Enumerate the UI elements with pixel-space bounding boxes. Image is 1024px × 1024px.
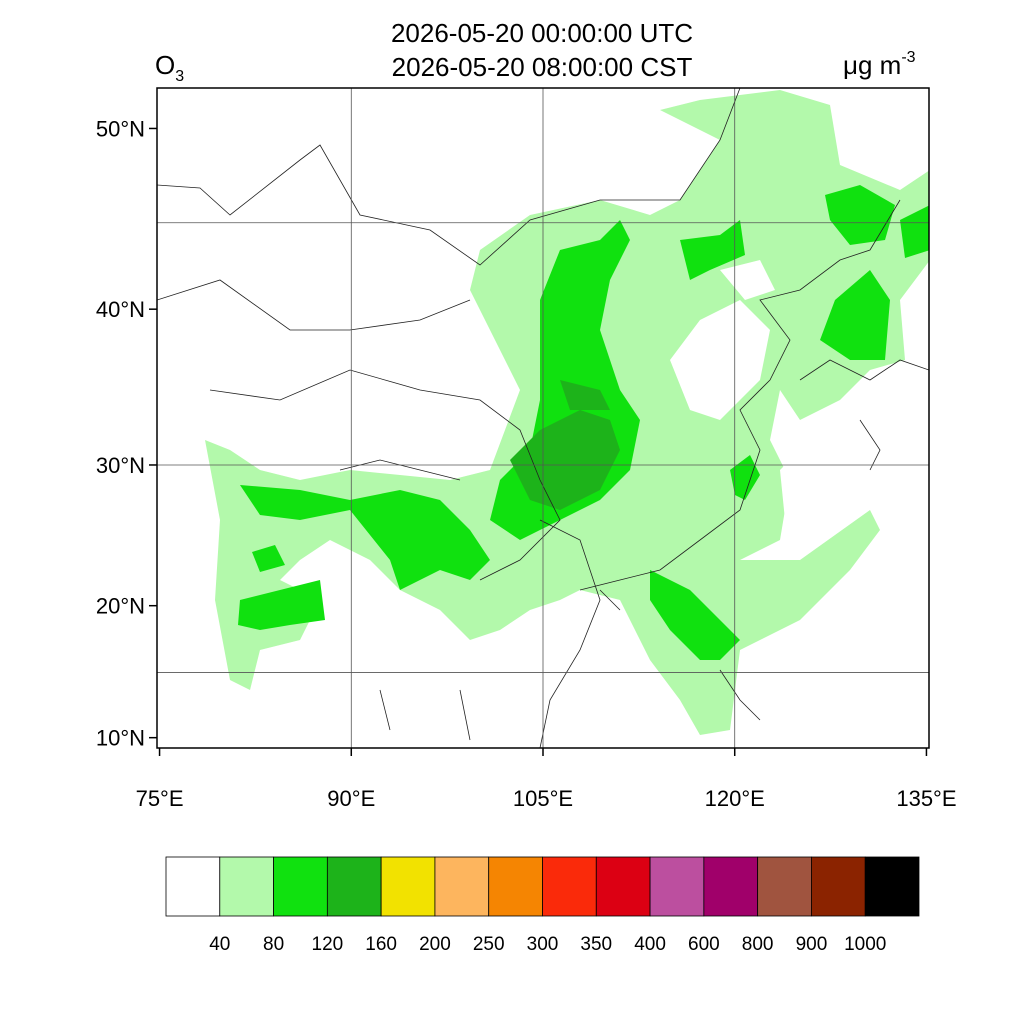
y-tick-label: 30°N	[96, 453, 145, 478]
y-tick-label: 40°N	[96, 297, 145, 322]
colorbar-box	[595, 856, 651, 917]
colorbar-box	[326, 856, 382, 917]
colorbar-box	[811, 856, 866, 917]
colorbar-label: 800	[742, 934, 774, 955]
title-line: 2026-05-20 08:00:00 CST	[392, 52, 693, 82]
graticule	[157, 88, 929, 748]
area	[680, 185, 929, 500]
colorbar-label: 900	[796, 934, 828, 955]
colorbar-label: 600	[688, 934, 720, 955]
colorbar-box	[542, 856, 597, 917]
y-tick-label: 10°N	[96, 726, 145, 751]
variable-base: O	[155, 50, 175, 80]
variable-sub: 3	[175, 68, 184, 85]
y-tick-label: 50°N	[96, 116, 145, 141]
colorbar-box	[434, 856, 490, 917]
colorbar-label: 160	[365, 934, 397, 955]
units-base: μg m	[843, 50, 901, 80]
o3-below-40	[670, 260, 850, 540]
axes: 75°E 90°E 105°E 120°E 135°E 10°N 20°N 30°N 40°N 5…	[96, 116, 957, 811]
x-tick-label: 120°E	[705, 786, 765, 811]
colorbar-label: 350	[580, 934, 612, 955]
title-line: 2026-05-20 00:00:00 UTC	[391, 18, 693, 48]
colorbar-label: 300	[527, 934, 559, 955]
colorbar-label: 250	[473, 934, 505, 955]
colorbar-label: 400	[634, 934, 666, 955]
colorbar-box	[219, 856, 274, 917]
colorbar-box	[380, 856, 436, 917]
colorbar-label: 200	[419, 934, 451, 955]
y-tick-label: 20°N	[96, 594, 145, 619]
boundaries	[157, 88, 929, 748]
area	[650, 570, 740, 660]
area	[238, 545, 325, 630]
variable-label: O3	[155, 50, 184, 85]
colorbar-box	[703, 856, 759, 917]
x-tick-label: 75°E	[136, 786, 184, 811]
o3-120-160	[510, 380, 620, 510]
x-tick-label: 105°E	[513, 786, 573, 811]
colorbar-label: 40	[209, 934, 230, 955]
colorbar-box	[864, 856, 920, 917]
colorbar-box	[757, 856, 812, 917]
x-tick-label: 90°E	[327, 786, 375, 811]
field	[157, 88, 929, 748]
units-sup: -3	[901, 49, 915, 66]
area	[510, 380, 620, 510]
units-label: μg m-3	[843, 49, 916, 80]
colorbar-box	[488, 856, 543, 917]
area	[240, 485, 490, 590]
x-tick-label: 135°E	[896, 786, 956, 811]
colorbar-label: 1000	[844, 934, 886, 955]
colorbar-box	[165, 856, 221, 917]
colorbar-box	[273, 856, 328, 917]
colorbar-box	[649, 856, 705, 917]
colorbar: 40 80 120 160 200 250 300 350 400 600 800 900 1000	[165, 856, 920, 955]
colorbar-label: 120	[312, 934, 344, 955]
colorbar-label: 80	[263, 934, 284, 955]
